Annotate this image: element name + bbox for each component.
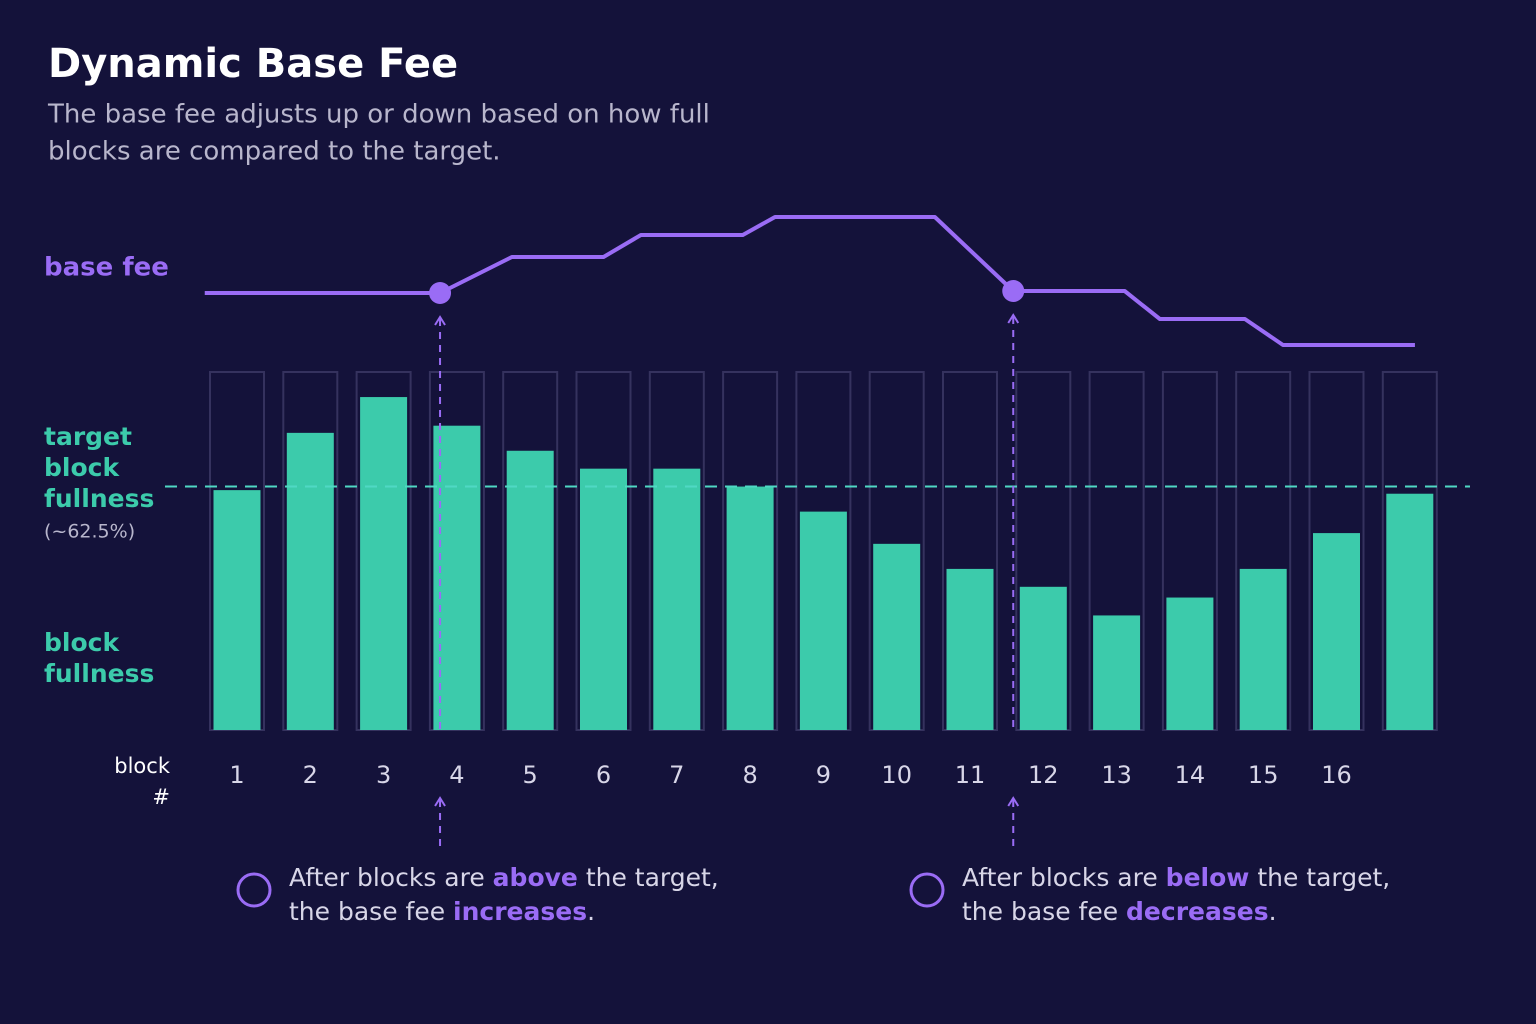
- x-tick-label: 12: [1028, 761, 1059, 789]
- target-label: target: [44, 422, 132, 451]
- guide-arrow: [434, 796, 446, 807]
- bar-label: block: [44, 628, 120, 657]
- bar: [1239, 568, 1287, 730]
- subtitle: blocks are compared to the target.: [48, 137, 501, 167]
- x-tick-label: 15: [1248, 761, 1279, 789]
- x-axis-label: #: [152, 785, 170, 809]
- x-tick-label: 13: [1101, 761, 1132, 789]
- bar: [873, 543, 921, 730]
- bar: [286, 432, 334, 730]
- annotation-part: increases: [453, 897, 587, 926]
- bar: [506, 450, 554, 730]
- annotation-part: After blocks are: [289, 863, 493, 892]
- annotation-text: After blocks are above the target,: [289, 863, 719, 892]
- bar: [433, 425, 481, 730]
- annotation-icon: [236, 872, 272, 908]
- bar: [946, 568, 994, 730]
- x-tick-label: 8: [742, 761, 757, 789]
- annotation-part: above: [493, 863, 578, 892]
- bar: [1019, 586, 1067, 730]
- chart-title: Dynamic Base Fee: [48, 41, 458, 87]
- bar: [1093, 615, 1141, 730]
- bar: [799, 511, 847, 730]
- target-note: (~62.5%): [44, 521, 135, 543]
- bar: [360, 397, 408, 730]
- subtitle: The base fee adjusts up or down based on…: [47, 100, 710, 130]
- bar: [653, 468, 701, 730]
- x-tick-label: 9: [816, 761, 831, 789]
- annotation-part: After blocks are: [962, 863, 1166, 892]
- annotation-text: the base fee decreases.: [962, 897, 1277, 926]
- target-label: fullness: [44, 484, 154, 513]
- target-label: block: [44, 453, 120, 482]
- x-tick-label: 16: [1321, 761, 1352, 789]
- x-tick-label: 10: [881, 761, 912, 789]
- base-fee-marker: [1002, 280, 1025, 302]
- x-tick-label: 5: [523, 761, 538, 789]
- line-label: base fee: [44, 253, 169, 283]
- annotation-part: decreases: [1126, 897, 1269, 926]
- bar: [1166, 597, 1214, 730]
- bar: [580, 468, 627, 730]
- x-tick-label: 3: [376, 761, 391, 789]
- annotation-part: .: [1269, 897, 1277, 926]
- x-tick-label: 11: [955, 761, 986, 789]
- guide-arrow: [434, 315, 446, 326]
- guide-arrow: [1007, 796, 1020, 807]
- annotation-part: the target,: [578, 863, 719, 892]
- bar: [1313, 533, 1360, 730]
- x-tick-label: 1: [229, 761, 244, 789]
- annotation-text: the base fee increases.: [289, 897, 595, 926]
- x-tick-label: 2: [303, 761, 318, 789]
- annotation-part: below: [1166, 863, 1250, 892]
- annotation-part: the base fee: [289, 897, 453, 926]
- x-tick-label: 4: [449, 761, 464, 789]
- bar-label: fullness: [44, 659, 154, 688]
- x-axis-label: block: [114, 754, 171, 778]
- annotation-part: the base fee: [962, 897, 1126, 926]
- base-fee-line: [204, 215, 1415, 347]
- x-tick-label: 6: [596, 761, 611, 789]
- x-tick-label: 7: [669, 761, 684, 789]
- guide-arrow: [1007, 313, 1020, 324]
- bar: [1386, 493, 1434, 730]
- x-tick-label: 14: [1175, 761, 1206, 789]
- annotation-part: .: [587, 897, 595, 926]
- annotation-icon: [909, 872, 945, 908]
- bar: [213, 490, 261, 730]
- base-fee-marker: [429, 282, 452, 304]
- bar: [726, 486, 774, 730]
- annotation-part: the target,: [1249, 863, 1390, 892]
- annotation-text: After blocks are below the target,: [962, 863, 1390, 892]
